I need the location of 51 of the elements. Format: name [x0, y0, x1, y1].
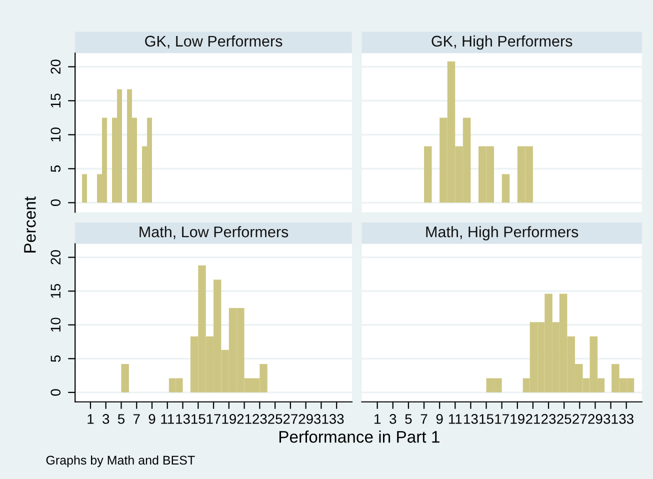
- x-tick-label: 25: [268, 414, 282, 424]
- x-tick-label: 11: [448, 414, 462, 424]
- chart-title: Math, Low Performers: [140, 226, 288, 240]
- x-tick-label: 3: [102, 414, 110, 424]
- x-tick-label: 19: [510, 414, 524, 424]
- chart-title: Math, High Performers: [426, 226, 578, 240]
- y-tick-label: 10: [50, 128, 61, 142]
- y-tick-label: 5: [50, 165, 61, 172]
- x-tick-label: 9: [148, 414, 156, 424]
- y-tick-label: 5: [50, 355, 61, 362]
- x-tick-label: 11: [161, 414, 174, 424]
- x-tick-label: 7: [420, 414, 428, 424]
- text: Graphs by Math and BEST: [46, 455, 195, 468]
- x-tick-label: 31: [604, 414, 618, 424]
- y-tick-label: 20: [50, 60, 61, 74]
- x-tick-label: 27: [283, 414, 298, 424]
- x-tick-label: 15: [191, 414, 206, 424]
- y-axis-title: Percent: [24, 196, 36, 252]
- x-tick-label: 1: [88, 414, 94, 424]
- x-tick-label: 1: [374, 414, 381, 424]
- x-tick-label: 19: [222, 414, 236, 424]
- y-tick-label: 15: [50, 94, 61, 108]
- x-tick-label: 3: [390, 414, 396, 424]
- x-tick-label: 29: [298, 414, 313, 424]
- y-tick-label: 20: [50, 250, 61, 264]
- y-tick-label: 10: [50, 318, 61, 332]
- x-axis-title: Performance in Part 1: [279, 430, 440, 443]
- x-tick-label: 23: [252, 414, 267, 424]
- x-tick-label: 13: [464, 414, 478, 424]
- x-tick-label: 5: [118, 414, 125, 424]
- x-tick-label: 21: [526, 414, 540, 424]
- chart-title: GK, Low Performers: [145, 35, 282, 48]
- y-tick-label: 15: [50, 284, 61, 298]
- x-tick-label: 15: [480, 414, 494, 424]
- x-tick-label: 27: [572, 414, 587, 424]
- x-tick-label: 33: [329, 414, 344, 424]
- x-tick-label: 9: [436, 414, 443, 424]
- y-tick-label: 0: [50, 199, 61, 206]
- x-tick-label: 31: [314, 414, 328, 424]
- chart-title: GK, High Performers: [432, 35, 572, 50]
- x-tick-label: 29: [588, 414, 602, 424]
- x-tick-label: 21: [237, 414, 252, 424]
- x-tick-label: 5: [405, 414, 412, 424]
- x-tick-label: 17: [495, 414, 509, 424]
- y-tick-label: 0: [50, 389, 61, 396]
- x-tick-label: 25: [557, 414, 572, 424]
- x-tick-label: 23: [541, 414, 556, 424]
- x-tick-label: 33: [619, 414, 634, 424]
- x-tick-label: 17: [206, 414, 221, 424]
- x-tick-label: 13: [176, 414, 190, 424]
- x-tick-label: 7: [133, 414, 140, 424]
